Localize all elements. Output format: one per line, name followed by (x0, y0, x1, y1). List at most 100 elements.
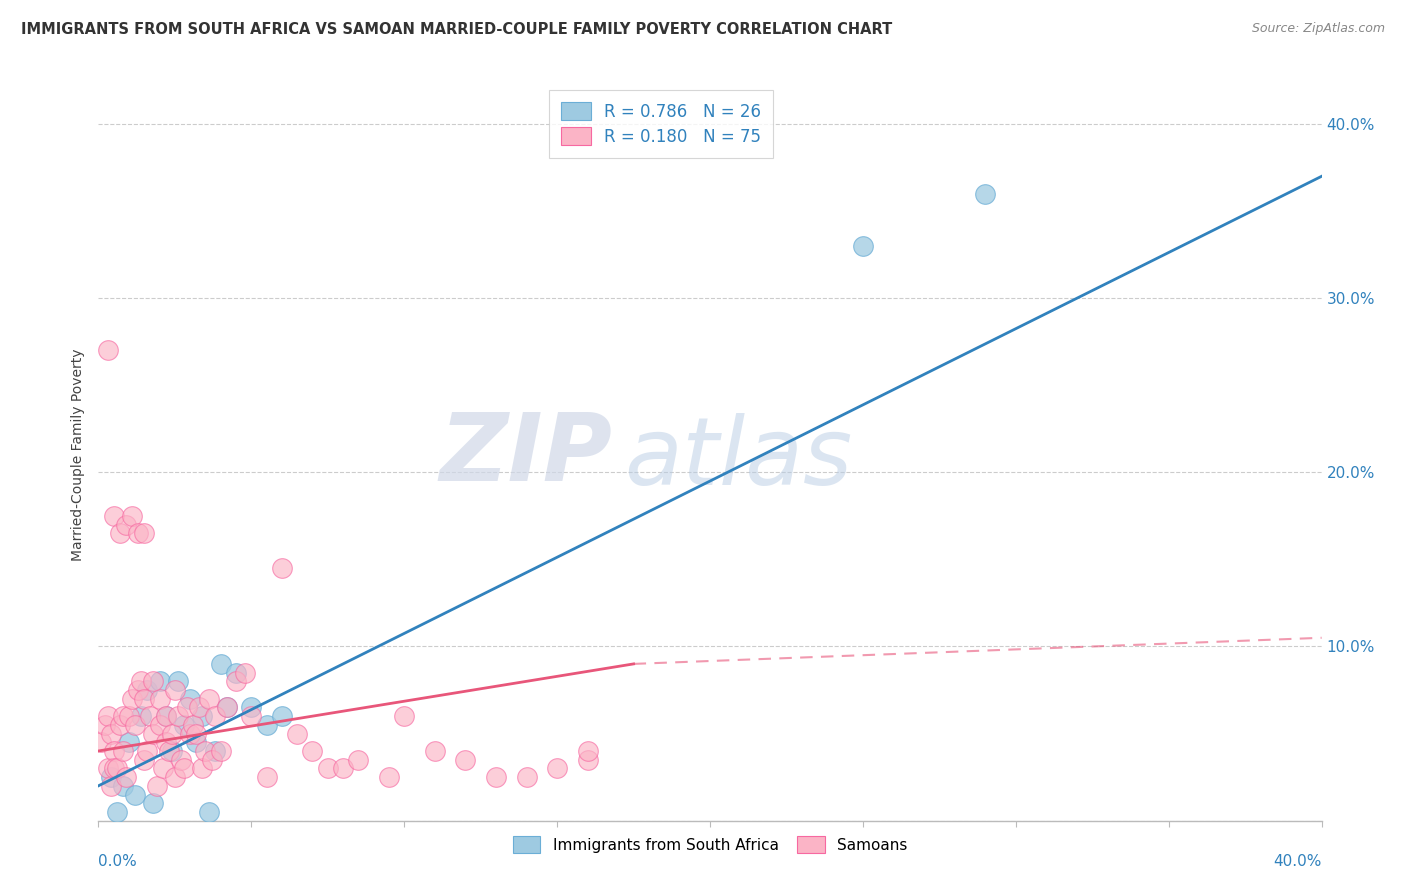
Point (454, 753, 477, 767)
Text: IMMIGRANTS FROM SOUTH AFRICA VS SAMOAN MARRIED-COUPLE FAMILY POVERTY CORRELATION: IMMIGRANTS FROM SOUTH AFRICA VS SAMOAN M… (21, 22, 893, 37)
Point (576, 753, 599, 767)
Point (186, 726, 208, 740)
Point (974, 186, 997, 201)
Point (105, 761, 128, 775)
Point (103, 508, 125, 523)
Point (191, 709, 214, 723)
Point (108, 718, 131, 732)
Point (167, 674, 190, 689)
Point (129, 674, 152, 689)
Y-axis label: Married-Couple Family Poverty: Married-Couple Family Poverty (72, 349, 86, 561)
Point (115, 517, 138, 532)
Point (176, 700, 198, 714)
Point (256, 770, 278, 784)
Point (167, 709, 190, 723)
Point (270, 561, 292, 575)
Point (155, 709, 177, 723)
Point (197, 805, 219, 819)
Point (121, 508, 143, 523)
Point (155, 709, 177, 723)
Point (105, 805, 128, 819)
Point (378, 770, 401, 784)
Point (121, 691, 143, 706)
Point (188, 700, 211, 714)
Point (181, 718, 204, 732)
Point (124, 788, 146, 802)
Point (256, 718, 278, 732)
Point (129, 709, 152, 723)
Point (149, 691, 172, 706)
Point (142, 796, 165, 810)
Point (97, 343, 120, 358)
Point (142, 726, 165, 740)
Point (157, 744, 180, 758)
Point (97, 761, 120, 775)
Point (145, 779, 167, 793)
Point (392, 709, 416, 723)
Point (546, 761, 568, 775)
Point (118, 735, 141, 749)
Point (173, 718, 195, 732)
Point (197, 691, 219, 706)
Point (149, 718, 172, 732)
Point (852, 239, 875, 253)
Point (163, 770, 186, 784)
Point (160, 744, 183, 758)
Point (186, 735, 208, 749)
Point (215, 700, 238, 714)
Legend: Immigrants from South Africa, Samoans: Immigrants from South Africa, Samoans (505, 829, 915, 861)
Point (516, 770, 538, 784)
Point (93, 718, 115, 732)
Point (576, 744, 599, 758)
Point (332, 761, 354, 775)
Point (209, 744, 232, 758)
Point (134, 753, 156, 767)
Text: atlas: atlas (624, 413, 852, 504)
Point (103, 744, 125, 758)
Point (240, 700, 263, 714)
Point (115, 770, 138, 784)
Point (111, 709, 134, 723)
Point (127, 683, 149, 698)
Point (155, 735, 177, 749)
Point (301, 744, 323, 758)
Text: 40.0%: 40.0% (1274, 854, 1322, 869)
Point (204, 744, 226, 758)
Point (209, 657, 232, 671)
Point (316, 761, 339, 775)
Text: ZIP: ZIP (439, 409, 612, 501)
Point (191, 761, 214, 775)
Text: 0.0%: 0.0% (98, 854, 138, 869)
Point (179, 726, 201, 740)
Point (152, 761, 174, 775)
Point (149, 674, 172, 689)
Point (204, 709, 226, 723)
Point (240, 709, 263, 723)
Point (134, 691, 156, 706)
Point (127, 526, 149, 541)
Point (100, 779, 122, 793)
Point (179, 691, 201, 706)
Point (170, 753, 193, 767)
Point (134, 526, 156, 541)
Point (270, 709, 292, 723)
Point (194, 744, 217, 758)
Point (97, 709, 120, 723)
Point (111, 744, 134, 758)
Point (100, 726, 122, 740)
Point (142, 674, 165, 689)
Point (160, 726, 183, 740)
Point (124, 718, 146, 732)
Point (100, 770, 122, 784)
Point (347, 753, 370, 767)
Point (118, 709, 141, 723)
Point (163, 683, 186, 698)
Point (233, 665, 256, 680)
Point (215, 700, 238, 714)
Point (423, 744, 446, 758)
Point (103, 761, 125, 775)
Point (225, 665, 247, 680)
Point (111, 779, 134, 793)
Text: Source: ZipAtlas.com: Source: ZipAtlas.com (1251, 22, 1385, 36)
Point (136, 744, 159, 758)
